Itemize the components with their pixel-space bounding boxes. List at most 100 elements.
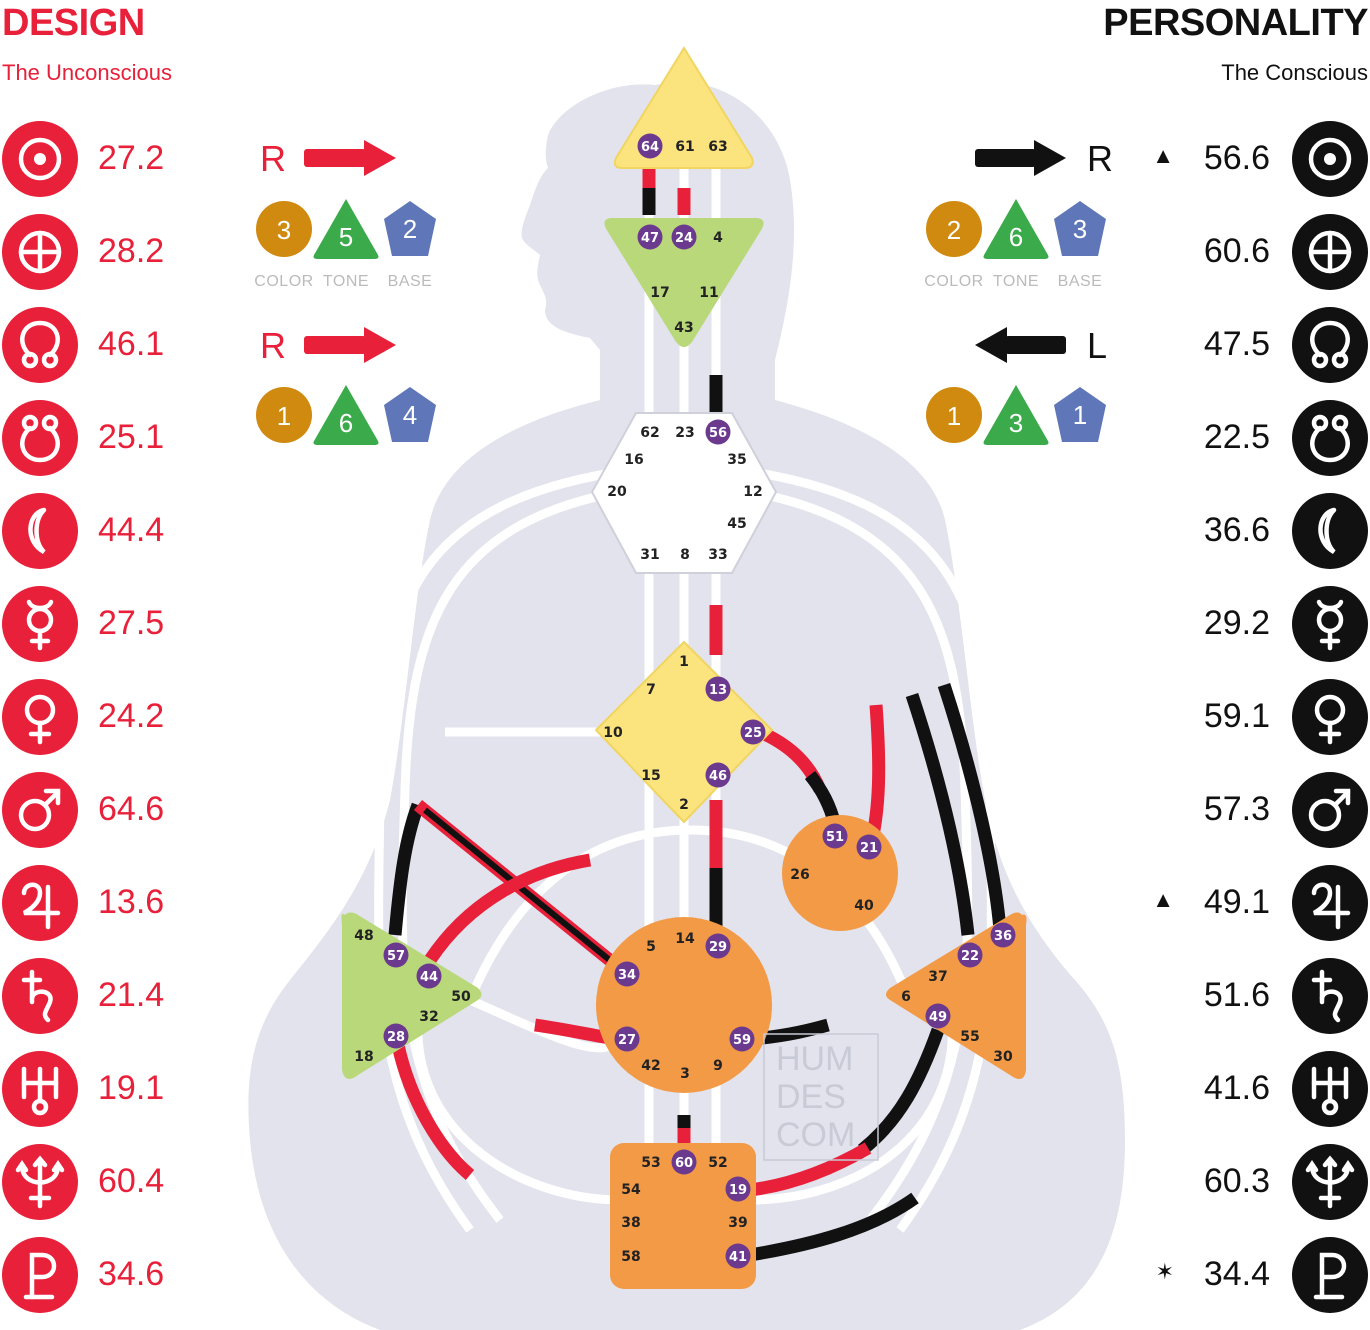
gate-number: 27 (618, 1033, 636, 1048)
personality-planet-row: 29.2 (1110, 586, 1370, 662)
sun-icon (2, 121, 78, 197)
active-gate-marker (383, 942, 409, 968)
planet-marker-icon: ▲ (1152, 143, 1174, 168)
planet-marker-icon: ▲ (1152, 887, 1174, 912)
gate-number: 53 (641, 1155, 660, 1171)
design-planet-row: 44.4 (0, 493, 260, 569)
active-gate-marker (671, 224, 697, 250)
gate-number: 55 (960, 1029, 979, 1045)
mercury-icon (1292, 586, 1368, 662)
design-planet-row: 25.1 (0, 400, 260, 476)
gate-number: 40 (854, 898, 874, 914)
gate-51: 51 (822, 823, 848, 849)
gate-number: 57 (387, 949, 405, 964)
gate-number: 48 (354, 928, 373, 944)
gate-number: 5 (646, 939, 656, 955)
gate-number: 8 (680, 547, 690, 563)
personality-planet-value: 57.3 (1203, 790, 1270, 828)
sun-icon (1292, 121, 1368, 197)
gate-50: 50 (451, 989, 471, 1005)
design-planet-value: 46.1 (98, 325, 165, 363)
gate-number: 29 (709, 940, 727, 955)
gate-61: 61 (675, 139, 694, 155)
base-value: 3 (1073, 214, 1087, 244)
personality-planet-row: 34.4 ✶ (1110, 1237, 1370, 1313)
gate-number: 41 (729, 1250, 747, 1265)
base-badge (384, 387, 436, 442)
earth-icon (2, 214, 78, 290)
gate-number: 12 (743, 484, 762, 500)
design-planet-value: 21.4 (98, 976, 165, 1014)
personality-planet-value: 22.5 (1203, 418, 1270, 456)
gate-47: 47 (637, 224, 663, 250)
gate-number: 6 (901, 989, 911, 1005)
tone-badge (983, 385, 1049, 445)
gate-54: 54 (621, 1182, 641, 1198)
mercury-icon (2, 586, 78, 662)
personality-planet-value: 56.6 (1203, 139, 1270, 177)
gate-40: 40 (854, 898, 874, 914)
gate-number: 18 (354, 1049, 373, 1065)
gate-number: 10 (603, 725, 623, 741)
north-node-icon (1292, 307, 1368, 383)
channel-59 (761, 1018, 830, 1045)
tone-value: 6 (339, 408, 353, 438)
gate-58: 58 (621, 1249, 640, 1265)
gate-13: 13 (705, 676, 731, 702)
gate-45: 45 (727, 516, 746, 532)
jupiter-icon (1292, 865, 1368, 941)
active-gate-marker (725, 1176, 751, 1202)
moon-icon (1292, 493, 1368, 569)
gate-number: 9 (713, 1058, 723, 1074)
center-throat (590, 412, 778, 574)
gate-38: 38 (621, 1215, 640, 1231)
arrow-direction: R (260, 138, 286, 179)
gate-number: 32 (419, 1009, 438, 1025)
earth-icon (1292, 214, 1368, 290)
gate-3: 3 (680, 1066, 690, 1082)
design-planet-value: 34.6 (98, 1255, 165, 1293)
active-gate-marker (637, 133, 663, 159)
design-planet-value: 13.6 (98, 883, 165, 921)
personality-planet-row: 60.6 (1110, 214, 1370, 290)
gate-52: 52 (708, 1155, 727, 1171)
active-gate-marker (614, 961, 640, 987)
gate-number: 22 (961, 949, 979, 964)
active-gate-marker (614, 1026, 640, 1052)
active-gate-marker (957, 942, 983, 968)
gate-49: 49 (925, 1003, 951, 1029)
gate-23: 23 (675, 425, 694, 441)
gate-number: 33 (708, 547, 727, 563)
arrow-icon (975, 140, 1066, 176)
active-gate-marker (705, 419, 731, 445)
gate-32: 32 (419, 1009, 438, 1025)
gate-number: 61 (675, 139, 694, 155)
design-planet-row: 28.2 (0, 214, 260, 290)
color-value: 1 (277, 401, 291, 431)
gate-33: 33 (708, 547, 727, 563)
gate-53: 53 (641, 1155, 660, 1171)
gate-number: 59 (733, 1033, 751, 1048)
venus-icon (1292, 679, 1368, 755)
channel-36 (905, 692, 975, 936)
arrow-direction: R (1087, 138, 1113, 179)
gate-6: 6 (901, 989, 911, 1005)
active-channels (388, 165, 1007, 1262)
color-value: 1 (947, 401, 961, 431)
personality-planet-row: 36.6 (1110, 493, 1370, 569)
gate-number: 63 (708, 139, 727, 155)
gate-63: 63 (708, 139, 727, 155)
active-gate-marker (729, 1026, 755, 1052)
gate-number: 11 (699, 285, 718, 301)
gate-number: 36 (994, 929, 1012, 944)
gate-number: 3 (680, 1066, 690, 1082)
gate-number: 47 (641, 231, 659, 246)
color-badge (926, 201, 982, 257)
personality-subtitle: The Conscious (1221, 60, 1368, 85)
design-planet-value: 28.2 (98, 232, 165, 270)
personality-planet-value: 34.4 (1203, 1255, 1270, 1293)
gate-64: 64 (637, 133, 663, 159)
center-spleen (341, 912, 482, 1079)
gate-5: 5 (646, 939, 656, 955)
gate-number: 50 (451, 989, 471, 1005)
